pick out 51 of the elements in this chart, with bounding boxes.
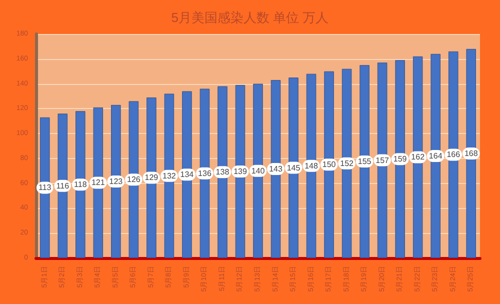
bar [58,114,68,258]
bar [253,84,263,258]
data-label: 121 [91,178,106,188]
data-label: 138 [216,168,230,177]
data-label: 168 [464,148,478,158]
data-label: 123 [109,176,124,186]
bar [76,111,86,258]
data-label: 148 [304,161,318,170]
bar [270,80,281,258]
data-label: 166 [446,150,461,160]
bar [218,86,228,258]
bar [342,68,352,258]
bar [93,107,104,258]
bar [111,104,121,258]
data-label: 113 [38,183,52,192]
data-label: 164 [428,151,443,160]
data-label: 132 [162,171,176,180]
data-label: 140 [251,166,266,176]
data-label: 129 [144,173,159,182]
bar [430,54,440,258]
bar [306,74,316,258]
data-label: 134 [180,170,194,180]
bar [164,94,174,258]
data-label: 136 [198,168,212,178]
data-label: 139 [234,167,248,176]
data-label: 126 [127,175,141,184]
bar [200,88,210,258]
bar [395,60,405,258]
bar [466,48,476,258]
data-label: 162 [411,152,426,162]
data-label: 116 [56,181,70,190]
bar [182,91,192,258]
data-label: 143 [269,164,283,174]
data-label: 155 [358,157,372,166]
chart-title: 5月美国感染人数 单位 万人 [171,10,329,25]
bar [324,71,334,258]
data-label: 157 [376,156,390,165]
bar [288,78,298,258]
data-label: 159 [393,154,408,164]
bar [360,65,370,258]
data-label: 145 [286,163,301,172]
bar [377,62,388,258]
data-label: 152 [340,158,354,168]
bar [235,85,246,258]
data-label: 118 [74,180,88,190]
data-label: 150 [322,160,336,170]
bar [448,51,458,258]
bar [412,56,423,258]
bar [40,117,50,258]
bar [146,97,156,258]
bar [128,101,139,258]
